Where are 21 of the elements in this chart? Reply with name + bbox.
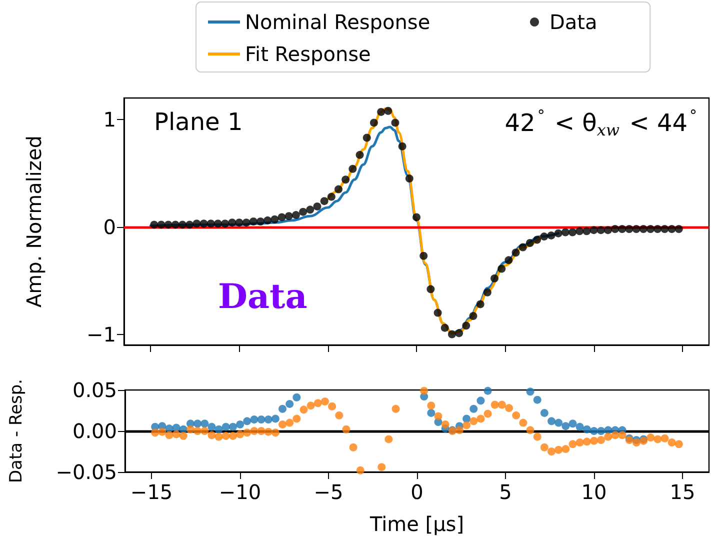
x-tick-label: −10	[218, 480, 262, 504]
legend-label: Nominal Response	[245, 10, 430, 34]
y-tick-label: 0	[103, 214, 116, 239]
x-axis-title: Time [μs]	[368, 512, 464, 536]
annotation: Plane 1	[154, 108, 243, 136]
y-axis-title: Data - Resp.	[6, 378, 26, 484]
legend-label: Fit Response	[245, 42, 371, 66]
x-tick-label: −5	[314, 480, 344, 504]
annotation: Data	[218, 277, 308, 317]
x-tick-label: 15	[670, 480, 696, 504]
y-tick-label: 0.05	[72, 378, 117, 402]
x-tick-label: 0	[410, 480, 424, 504]
y-tick-label: −0.05	[56, 460, 117, 484]
y-axis-title: Amp. Normalized	[22, 136, 46, 308]
y-tick-label: 1	[103, 107, 116, 132]
x-tick-label: −15	[130, 480, 173, 504]
y-tick-label: 0.00	[72, 419, 117, 443]
x-tick-label: 10	[581, 480, 607, 504]
legend-label: Data	[550, 10, 598, 34]
y-tick-label: −1	[86, 322, 116, 346]
x-tick-label: 5	[499, 480, 512, 504]
